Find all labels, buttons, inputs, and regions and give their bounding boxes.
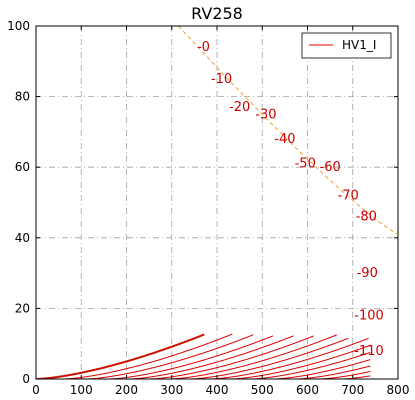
x-tick-label: 700 [341, 383, 364, 397]
y-tick-label: 20 [15, 301, 30, 315]
curve-line [63, 333, 233, 379]
y-tick-label: 100 [7, 19, 30, 33]
curve-label: -40 [274, 132, 295, 147]
curve-label: -100 [354, 308, 384, 323]
x-tick-label: 800 [387, 383, 410, 397]
x-tick-label: 100 [70, 383, 93, 397]
grid-lines [36, 26, 398, 379]
max-dissipation-line [178, 26, 398, 235]
legend: HV1_I [301, 32, 392, 59]
y-tick-label: 60 [15, 160, 30, 174]
curve-line [36, 333, 205, 379]
curve-label: -50 [295, 157, 316, 172]
curve-line [85, 334, 254, 379]
y-tick-label: 40 [15, 231, 30, 245]
x-tick-label: 0 [32, 383, 40, 397]
y-tick-label: 0 [22, 372, 30, 386]
x-tick-label: 300 [160, 383, 183, 397]
curve-line [250, 351, 371, 379]
curve-label: -20 [229, 100, 250, 115]
curve-line [273, 359, 371, 379]
curve-line [210, 337, 369, 379]
curve-label: -110 [354, 344, 384, 359]
curve-line [296, 365, 371, 379]
curve-label: -90 [357, 266, 378, 281]
x-tick-label: 200 [115, 383, 138, 397]
curve-labels: -0 -10 -20 -30 -40-50 -60 -70 -80 -90 -100 -110 [197, 40, 384, 359]
curve-label: -80 [356, 210, 377, 225]
curve-label: -0 [197, 40, 210, 55]
curve-line [230, 344, 372, 379]
curve-label: -30 [255, 107, 276, 122]
curve-line [189, 337, 349, 379]
x-tick-label: 500 [251, 383, 274, 397]
curve-line [108, 335, 274, 379]
curve-label: -70 [338, 188, 359, 203]
y-tick-label: 80 [15, 90, 30, 104]
legend-entry: HV1_I [342, 38, 376, 52]
max-dissipation-curve [178, 26, 398, 235]
curve-line [149, 335, 314, 379]
curve-label: -10 [211, 72, 232, 87]
curve-series [36, 333, 372, 379]
chart-title: RV258 [191, 4, 243, 23]
axis-ticks: 0 100 200 300 400 500 600 700 800 0 20 40 60 80 100 [7, 19, 409, 397]
x-tick-label: 600 [296, 383, 319, 397]
x-tick-label: 400 [206, 383, 229, 397]
curve-line [128, 335, 294, 379]
curve-label: -60 [320, 160, 341, 175]
curve-line [169, 334, 338, 379]
curve-line [318, 370, 371, 379]
